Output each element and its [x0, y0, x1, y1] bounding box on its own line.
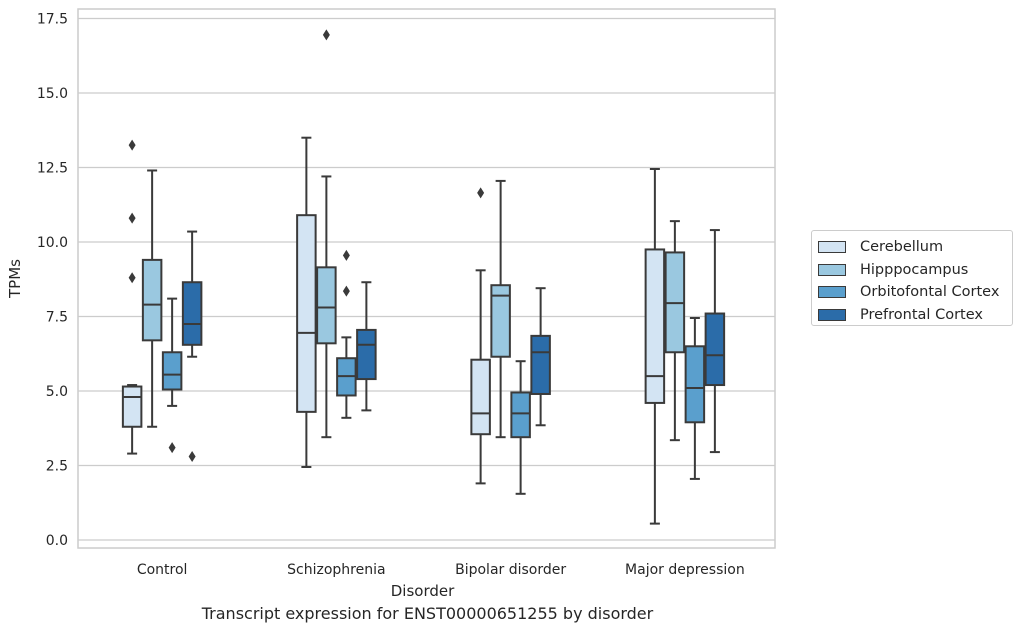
legend: Cerebellum Hipppocampus Orbitofontal Corte… [811, 230, 1013, 326]
box-body [121, 385, 143, 428]
outlier-point [188, 451, 196, 463]
y-tick-label: 5.0 [46, 384, 68, 400]
box [356, 281, 377, 412]
box [684, 316, 706, 480]
legend-item: Cerebellum [818, 236, 1012, 259]
y-axis-title: TPMs [6, 259, 24, 299]
box-body [141, 258, 163, 342]
plot-frame [77, 8, 776, 549]
outlier-point [342, 249, 350, 261]
box-body [470, 358, 491, 436]
legend-item: Prefrontal Cortex [818, 304, 1012, 327]
x-axis-title: Disorder [391, 582, 455, 600]
box [530, 287, 551, 427]
box-body [316, 266, 337, 345]
legend-label: Prefrontal Cortex [860, 306, 983, 323]
y-tick-label: 15.0 [37, 86, 68, 102]
chart-caption: Transcript expression for ENST0000065125… [201, 604, 654, 623]
y-tick-label: 7.5 [46, 310, 68, 326]
legend-label: Cerebellum [860, 239, 944, 256]
x-tick-label: Schizophrenia [287, 562, 385, 578]
box-body [510, 391, 531, 439]
box-series [121, 29, 726, 525]
outlier-point [128, 139, 136, 151]
outlier-point [322, 29, 330, 41]
legend-swatch [818, 241, 846, 254]
series-prefrontal-cortex [181, 229, 726, 463]
outlier-point [477, 187, 485, 199]
y-tick-label: 17.5 [37, 12, 68, 28]
legend-label: Orbitofontal Cortex [860, 284, 1000, 301]
box [161, 297, 183, 454]
box [316, 29, 337, 439]
x-tick-label: Bipolar disorder [455, 562, 566, 578]
box-body [296, 214, 317, 413]
x-tick-label: Control [137, 562, 188, 578]
x-tick-label: Major depression [625, 562, 745, 578]
series-orbitofontal-cortex [161, 249, 706, 495]
legend-swatch [818, 263, 846, 276]
y-tick-label: 0.0 [46, 533, 68, 549]
box-body [644, 248, 666, 404]
legend-item: Orbitofontal Cortex [818, 281, 1012, 304]
box-body [684, 345, 706, 424]
box [470, 187, 491, 485]
box-body [704, 312, 726, 387]
box-body [356, 328, 377, 381]
y-tick-label: 2.5 [46, 459, 68, 475]
box [644, 167, 666, 525]
legend-item: Hipppocampus [818, 259, 1012, 282]
box-body [490, 284, 511, 358]
legend-label: Hipppocampus [860, 261, 969, 278]
box [121, 139, 143, 455]
y-tick-label: 12.5 [37, 161, 68, 177]
outlier-point [128, 272, 136, 284]
box-body [161, 351, 183, 391]
box [704, 229, 726, 454]
outlier-point [128, 212, 136, 224]
series-hipppocampus [141, 29, 686, 442]
box-body [181, 281, 203, 346]
legend-swatch [818, 286, 846, 299]
tick-labels: 0.0 2.5 5.0 7.5 10.0 12.5 15.0 17.5 Control Schiz… [37, 12, 745, 579]
box [141, 169, 163, 428]
outlier-point [168, 442, 176, 454]
box [181, 230, 203, 463]
box [664, 220, 686, 442]
legend-swatch [818, 308, 846, 321]
outlier-point [342, 285, 350, 297]
box [510, 360, 531, 495]
box [336, 249, 357, 419]
box [490, 179, 511, 439]
y-tick-label: 10.0 [37, 235, 68, 251]
box-body [530, 334, 551, 395]
box [296, 136, 317, 468]
series-cerebellum [121, 136, 666, 525]
